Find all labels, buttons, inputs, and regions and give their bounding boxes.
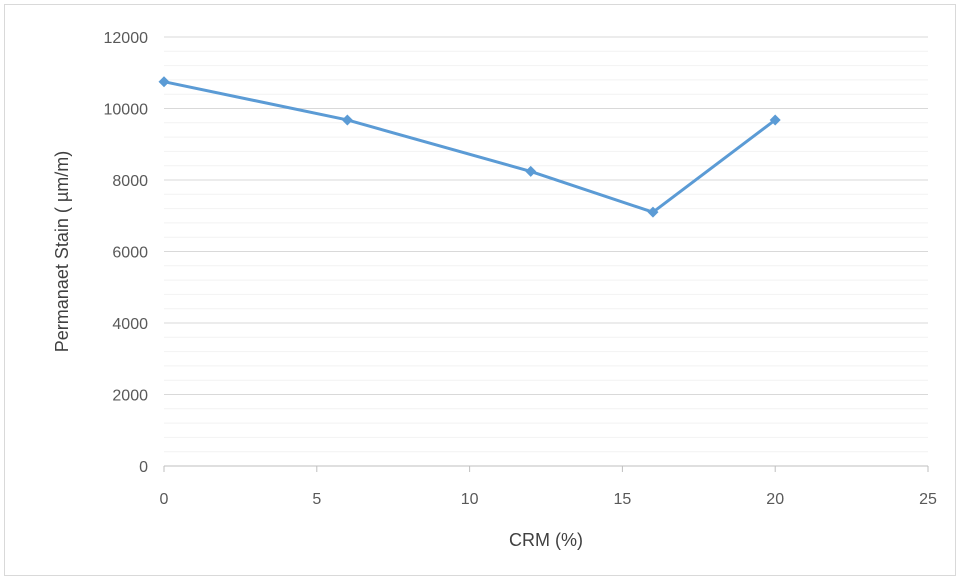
data-point-marker bbox=[647, 206, 659, 218]
axes bbox=[163, 465, 929, 472]
y-tick-label: 10000 bbox=[104, 102, 149, 119]
series-layer bbox=[158, 76, 781, 218]
x-tick-label: 20 bbox=[766, 491, 784, 508]
data-point-marker bbox=[341, 114, 353, 126]
series-line bbox=[163, 80, 777, 214]
x-tick-label: 5 bbox=[312, 491, 321, 508]
x-tick-label: 15 bbox=[614, 491, 632, 508]
gridlines bbox=[164, 36, 928, 453]
y-axis-title: Permanaet Stain ( µm/m) bbox=[52, 151, 72, 352]
chart-frame bbox=[4, 4, 956, 576]
x-tick-label: 10 bbox=[461, 491, 479, 508]
y-tick-label: 0 bbox=[139, 459, 148, 476]
data-point-marker bbox=[525, 165, 537, 177]
y-tick-label: 2000 bbox=[112, 388, 148, 405]
data-point-marker bbox=[769, 114, 781, 126]
data-point-marker bbox=[158, 76, 170, 88]
y-tick-label: 8000 bbox=[112, 173, 148, 190]
y-tick-label: 6000 bbox=[112, 245, 148, 262]
x-tick-label: 25 bbox=[919, 491, 937, 508]
x-tick-label: 0 bbox=[160, 491, 169, 508]
y-tick-label: 4000 bbox=[112, 316, 148, 333]
x-axis-title: CRM (%) bbox=[509, 530, 583, 550]
tick-labels: 0 2000 4000 6000 8000 10000 12000 0 5 10 15 20 25 bbox=[104, 30, 938, 508]
y-tick-label: 12000 bbox=[104, 30, 149, 47]
